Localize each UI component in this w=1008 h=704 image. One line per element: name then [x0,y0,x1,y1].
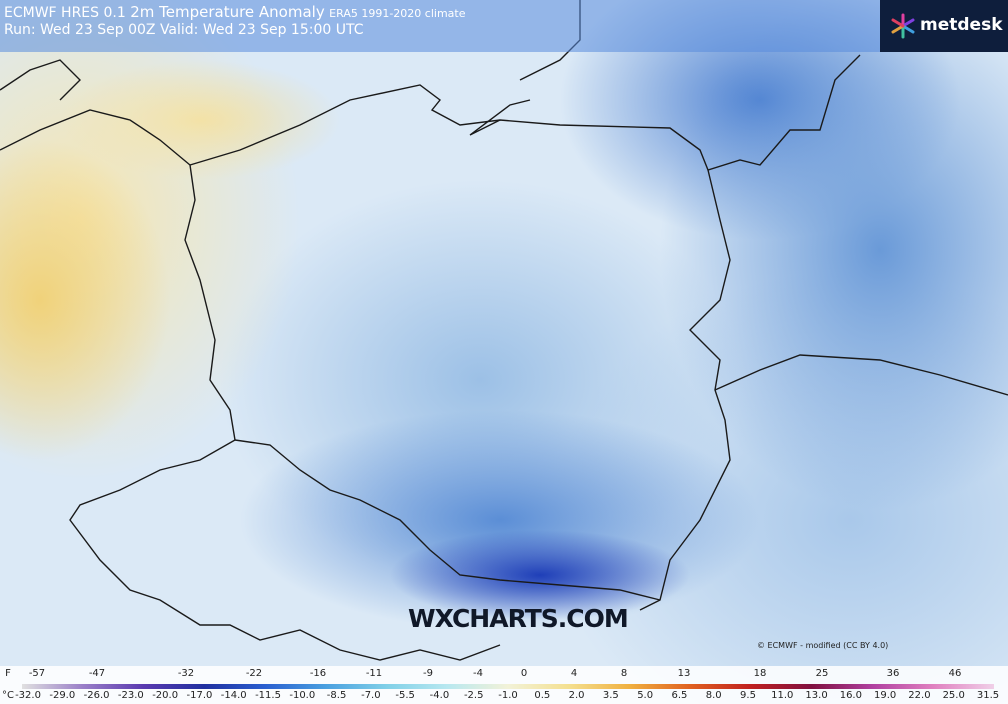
color-scale [22,684,994,689]
c-label: 19.0 [874,690,897,701]
f-label: -9 [423,668,433,679]
c-label: -23.0 [117,690,144,701]
c-label: 3.5 [602,690,619,701]
climate: ERA5 1991-2020 climate [329,7,466,20]
f-label: -57 [28,668,46,679]
c-label: 16.0 [839,690,862,701]
f-label: -32 [177,668,195,679]
c-label: -7.0 [361,690,381,701]
f-label: -47 [88,668,106,679]
c-label: -4.0 [429,690,450,701]
c-label: -32.0 [15,690,41,701]
logo[interactable]: metdesk [880,0,1008,52]
run-info: Run: Wed 23 Sep 00Z Valid: Wed 23 Sep 15… [4,22,364,38]
model: ECMWF HRES 0.1 [4,5,126,21]
c-label: -8.5 [326,690,347,701]
f-label: 4 [570,668,578,679]
c-label: 13.0 [805,690,828,701]
logo-text: metdesk [920,15,1003,35]
c-label: -11.5 [255,690,281,701]
f-label: -11 [365,668,383,679]
c-label: 25.0 [942,690,965,701]
f-label: 36 [886,668,900,679]
c-label: -29.0 [49,690,76,701]
logo-icon [891,13,915,39]
c-label: -1.0 [498,690,518,701]
c-label: 2.0 [568,690,585,701]
f-unit: F [5,668,11,679]
watermark: WXCHARTS.COM [408,604,629,633]
title: 2m Temperature Anomaly [130,3,325,21]
f-label: 13 [677,668,691,679]
f-label: -4 [473,668,483,679]
c-label: -5.5 [395,690,415,701]
c-label: 31.5 [976,690,1000,701]
c-label: -20.0 [152,690,179,701]
c-label: -10.0 [289,690,316,701]
c-label: 6.5 [671,690,688,701]
c-label: -26.0 [83,690,110,701]
credit: © ECMWF - modified (CC BY 4.0) [757,641,889,650]
c-label: -17.0 [186,690,213,701]
c-label: 22.0 [908,690,931,701]
c-label: -14.0 [220,690,247,701]
c-label: 0.5 [534,690,551,701]
f-label: 18 [753,668,767,679]
header: ECMWF HRES 0.1 2m Temperature Anomaly ER… [0,0,880,52]
c-label: 11.0 [771,690,794,701]
title-line: ECMWF HRES 0.1 2m Temperature Anomaly ER… [4,3,466,21]
f-label: 8 [620,668,628,679]
c-label: 5.0 [637,690,654,701]
f-label: -16 [309,668,327,679]
c-label: 8.0 [705,690,722,701]
f-label: 25 [815,668,829,679]
c-unit: °C [2,690,14,701]
f-label: -22 [245,668,263,679]
c-label: -2.5 [463,690,484,701]
c-label: 9.5 [740,690,756,701]
f-label: 0 [520,668,528,679]
f-label: 46 [948,668,962,679]
legend: F °C -57 -47 -32 -22 -16 -11 -9 -4 0 4 8 13 18 25 36 46… [0,666,1008,704]
